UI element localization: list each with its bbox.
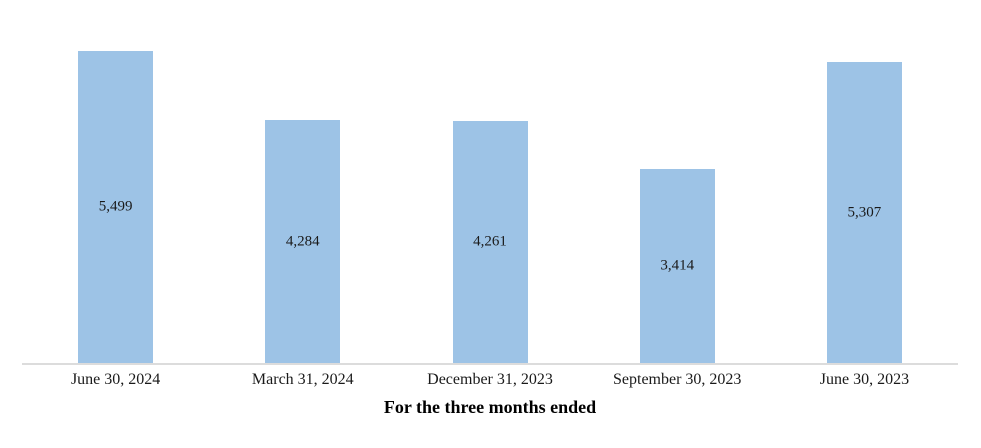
bar-value-label: 4,284 (285, 233, 320, 249)
bar: 4,284 (265, 120, 341, 363)
bar-value-label: 5,499 (98, 198, 133, 215)
x-tick-label: March 31, 2024 (251, 371, 354, 388)
bar-slot: 4,261 (396, 0, 583, 363)
x-tick-label: September 30, 2023 (613, 371, 742, 388)
x-tick-label: June 30, 2024 (70, 371, 161, 388)
bar-value-label: 3,414 (660, 257, 695, 274)
bar: 4,261 (452, 121, 528, 363)
bar: 3,414 (639, 169, 715, 363)
bar: 5,307 (826, 62, 902, 363)
x-tick-label: June 30, 2023 (819, 371, 910, 388)
bar-value-label: 4,261 (473, 233, 507, 250)
bar: 5,499 (78, 51, 154, 363)
bar-value-label: 5,307 (847, 204, 882, 220)
bar-slot: 5,499 (22, 0, 209, 363)
bars-container: 5,499 4,284 4,261 3,414 5,307 (22, 0, 958, 363)
x-axis-tick-labels: June 30, 2024 March 31, 2024 December 31, … (22, 371, 958, 389)
x-tick-label: December 31, 2023 (427, 371, 553, 388)
bar-slot: 5,307 (771, 0, 958, 363)
x-axis-title: For the three months ended (383, 397, 597, 417)
bar-slot: 3,414 (584, 0, 771, 363)
bar-slot: 4,284 (209, 0, 396, 363)
x-axis-line (22, 363, 958, 365)
